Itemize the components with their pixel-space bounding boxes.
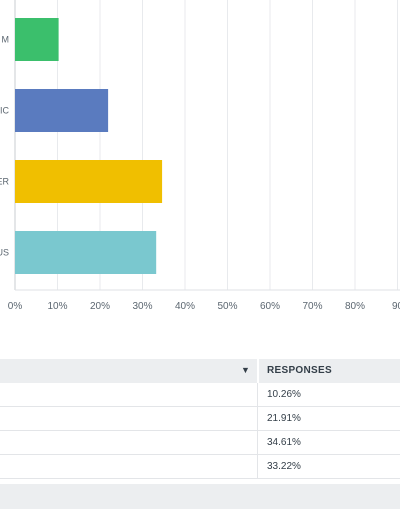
response-percent: 21.91%	[267, 413, 301, 424]
sort-down-icon[interactable]: ▼	[241, 365, 250, 375]
table-row: 33.22%	[0, 455, 400, 479]
bar-chart: M IC ER US 0% 10% 20% 30% 40% 50% 60% 70% 80% 90	[0, 0, 400, 312]
bar	[15, 89, 109, 132]
x-tick-label: 30%	[132, 301, 152, 312]
x-tick-label: 60%	[260, 301, 280, 312]
responses-table: ▼ RESPONSES 10.26% 21.91% 34.61% 33.22%	[0, 359, 400, 479]
column-divider	[257, 359, 259, 383]
x-tick-label: 40%	[175, 301, 195, 312]
x-tick-label: 70%	[302, 301, 322, 312]
column-divider	[257, 407, 258, 430]
x-tick-label: 10%	[47, 301, 67, 312]
response-percent: 34.61%	[267, 437, 301, 448]
x-tick-label: 0%	[8, 301, 23, 312]
table-row: 34.61%	[0, 431, 400, 455]
x-tick-label: 90	[392, 301, 400, 312]
response-percent: 33.22%	[267, 461, 301, 472]
category-label: IC	[0, 106, 10, 116]
bar	[15, 231, 157, 274]
table-header: ▼ RESPONSES	[0, 359, 400, 383]
category-label: US	[0, 248, 9, 258]
responses-column-header[interactable]: RESPONSES	[267, 365, 332, 376]
x-tick-label: 50%	[217, 301, 237, 312]
response-percent: 10.26%	[267, 389, 301, 400]
bar	[15, 18, 59, 61]
column-divider	[257, 455, 258, 478]
category-label: ER	[0, 177, 9, 187]
column-divider	[257, 431, 258, 454]
category-label: M	[2, 35, 10, 45]
table-footer	[0, 484, 400, 509]
table-row: 21.91%	[0, 407, 400, 431]
column-divider	[257, 383, 258, 406]
table-row: 10.26%	[0, 383, 400, 407]
chart-svg: M IC ER US 0% 10% 20% 30% 40% 50% 60% 70% 80% 90	[0, 0, 400, 312]
x-tick-label: 80%	[345, 301, 365, 312]
x-tick-label: 20%	[90, 301, 110, 312]
bar	[15, 160, 163, 203]
